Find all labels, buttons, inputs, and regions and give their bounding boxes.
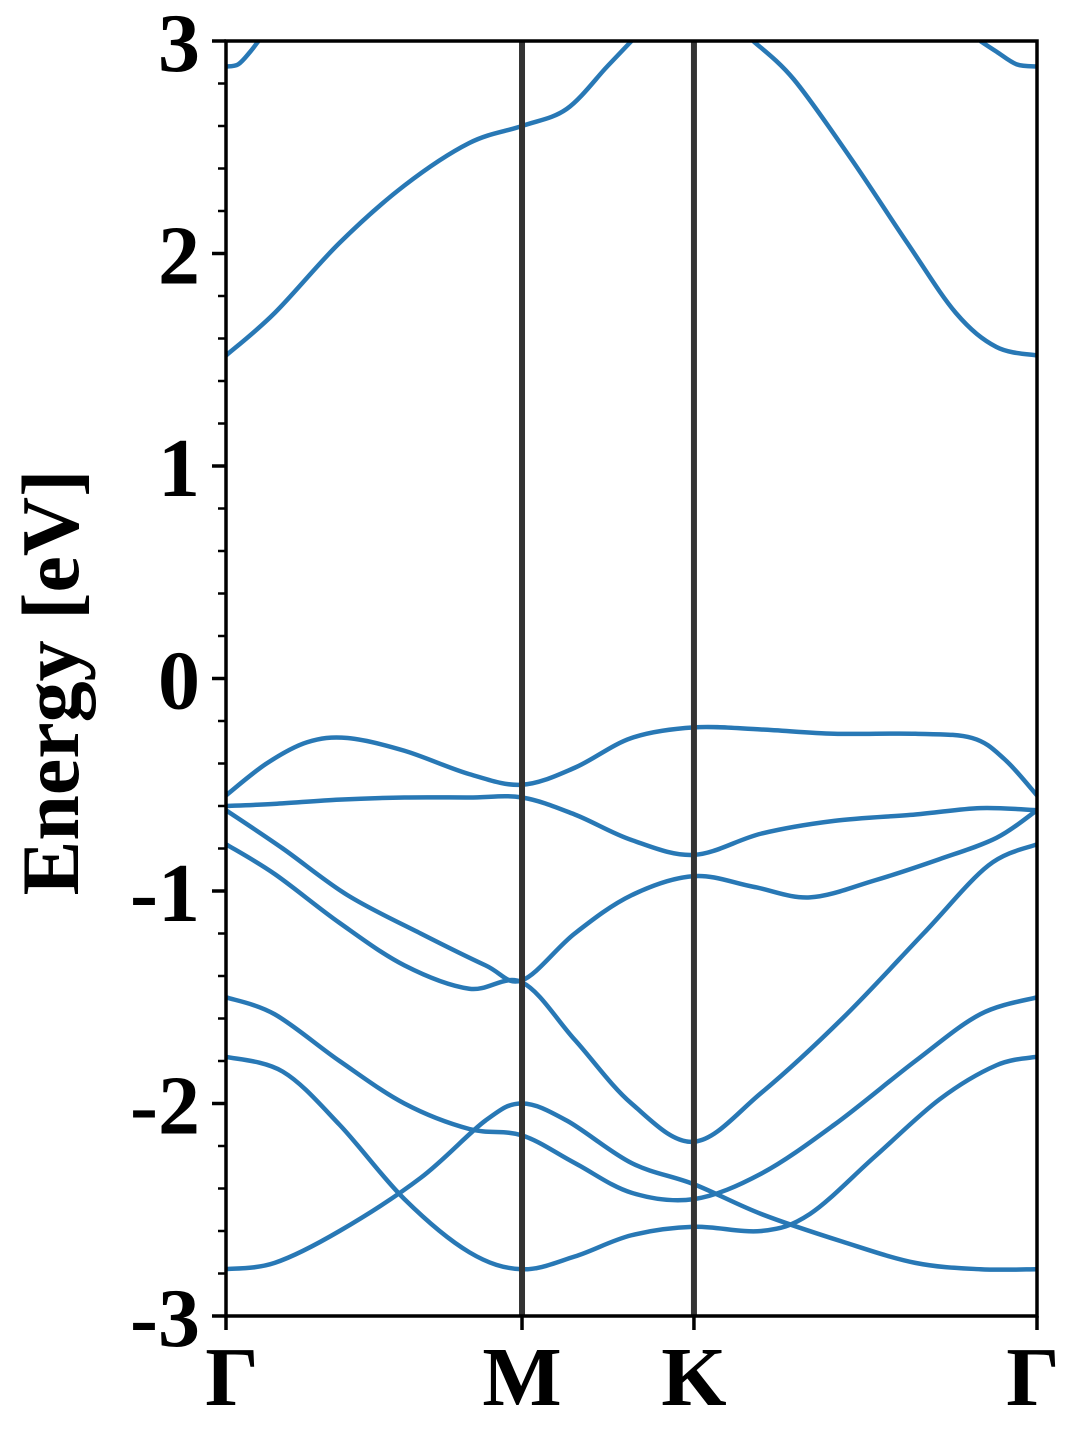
- high-symmetry-lines: [519, 41, 697, 1316]
- y-tick-label: 3: [158, 0, 200, 90]
- y-axis-ticks: -3 -2 -1 0 1 2 3: [130, 0, 226, 1365]
- band-line-2: [226, 1054, 1037, 1272]
- band-line-3: [226, 995, 1037, 1203]
- band-lines: [226, 41, 1037, 1272]
- y-tick-label: 1: [158, 422, 200, 515]
- band-line-11: [978, 41, 1037, 69]
- x-tick-label: K: [661, 1331, 726, 1424]
- y-axis-label: Energy [eV]: [5, 470, 96, 896]
- band-line-5: [226, 808, 1037, 984]
- y-tick-label: -3: [130, 1272, 200, 1365]
- band-line-4: [226, 842, 1037, 1145]
- band-line-6: [226, 794, 1037, 858]
- band-line-9: [751, 41, 1037, 358]
- y-tick-label: -1: [130, 847, 200, 940]
- x-tick-label: Γ: [205, 1331, 258, 1424]
- y-tick-label: -2: [130, 1060, 200, 1153]
- x-tick-label: M: [482, 1331, 561, 1424]
- band-line-1: [226, 1101, 1037, 1272]
- band-line-10: [226, 41, 261, 69]
- y-tick-label: 2: [158, 210, 200, 303]
- band-line-8: [226, 41, 634, 358]
- y-tick-label: 0: [158, 635, 200, 728]
- band-line-7: [226, 724, 1037, 798]
- x-tick-label: Γ: [1006, 1331, 1059, 1424]
